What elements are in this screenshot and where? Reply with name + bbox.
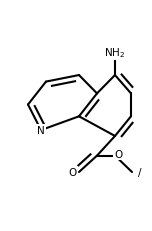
Text: NH$_2$: NH$_2$	[104, 46, 126, 60]
Text: N: N	[37, 125, 45, 136]
Text: O: O	[114, 149, 122, 159]
Text: /: /	[138, 167, 142, 177]
Text: O: O	[69, 167, 77, 177]
